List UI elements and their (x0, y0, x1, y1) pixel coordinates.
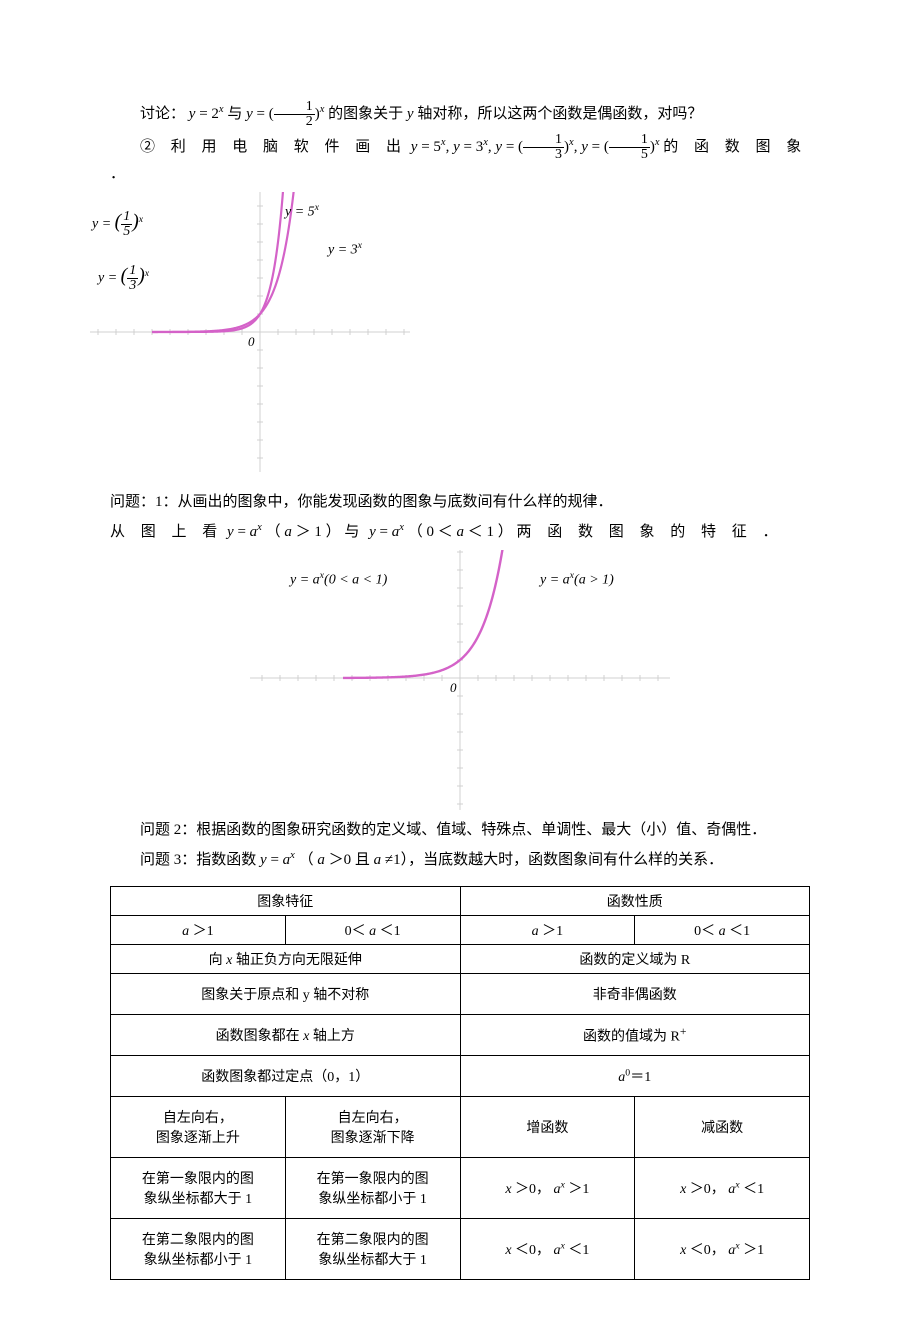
table-cell: 自左向右，图象逐渐上升 (111, 1097, 286, 1158)
chart-multi-exponential: y = 5x y = 3x y = (15)x y = (13)x 0 (90, 192, 430, 482)
text: 与 (344, 524, 365, 540)
table-cell: 函数的定义域为 R (460, 944, 810, 973)
math-expr: y (246, 106, 253, 122)
para-discussion: 讨论： y = 2x 与 y = (12)x 的图象关于 y 轴对称，所以这两个… (110, 100, 810, 129)
table-cell: 在第二象限内的图象纵坐标都小于 1 (111, 1219, 286, 1280)
question-2: 问题 2：根据函数的图象研究函数的定义域、值域、特殊点、单调性、最大（小）值、奇… (110, 818, 810, 844)
question-1b: 从 图 上 看 y = ax （ a ＞ 1 ） 与 y = ax （ 0 ＜ … (110, 519, 810, 546)
origin-label: 0 (248, 334, 255, 350)
text: ② 利 用 电 脑 软 件 画 出 (140, 139, 407, 155)
table-cell: 减函数 (635, 1097, 810, 1158)
text: 从 图 上 看 (110, 524, 223, 540)
table-cell: 在第二象限内的图象纵坐标都大于 1 (285, 1219, 460, 1280)
table-cell: x ＜0， ax ＜1 (460, 1219, 635, 1280)
text: 问题 3：指数函数 (140, 852, 256, 868)
math-var: y (407, 106, 414, 122)
table-cell: x ＞0， ax ＞1 (460, 1158, 635, 1219)
table-cell: 非奇非偶函数 (460, 973, 810, 1014)
table-cell: a0＝1 (460, 1056, 810, 1097)
table-cell: 图象关于原点和 y 轴不对称 (111, 973, 461, 1014)
page: 讨论： y = 2x 与 y = (12)x 的图象关于 y 轴对称，所以这两个… (0, 0, 920, 1340)
chart-svg (250, 550, 670, 810)
text: ，当底数越大时，函数图象间有什么样的关系． (408, 852, 723, 868)
table-row: 图象关于原点和 y 轴不对称非奇非偶函数 (111, 973, 810, 1014)
table-row: 自左向右，图象逐渐上升自左向右，图象逐渐下降增函数减函数 (111, 1097, 810, 1158)
curve-label-5x: y = 5x (285, 202, 319, 221)
table-row: 在第二象限内的图象纵坐标都小于 1在第二象限内的图象纵坐标都大于 1x ＜0， … (111, 1219, 810, 1280)
table-cell: 函数图象都在 x 轴上方 (111, 1014, 461, 1056)
table-cell: 函数的值域为 R+ (460, 1014, 810, 1056)
table-row: a ＞1 0＜ a ＜1 a ＞1 0＜ a ＜1 (111, 915, 810, 944)
chart-two-exponential: y = ax(0 < a < 1) y = ax(a > 1) 0 (250, 550, 670, 810)
table-cell: 函数图象都过定点（0，1） (111, 1056, 461, 1097)
table-cell: 增函数 (460, 1097, 635, 1158)
table-row: 函数图象都在 x 轴上方函数的值域为 R+ (111, 1014, 810, 1056)
table-row: 图象特征 函数性质 (111, 886, 810, 915)
table-header: 图象特征 (111, 886, 461, 915)
table-cell: x ＞0， ax ＜1 (635, 1158, 810, 1219)
question-3: 问题 3：指数函数 y = ax （ a ＞0 且 a ≠1），当底数越大时，函… (110, 847, 810, 874)
table-cell: x ＜0， ax ＞1 (635, 1219, 810, 1280)
curve-label-1-3x: y = (13)x (98, 264, 149, 293)
curve-label-a-lt1: y = ax(0 < a < 1) (290, 570, 387, 589)
text: 的图象关于 (328, 106, 403, 122)
para-software: ② 利 用 电 脑 软 件 画 出 y = 5x, y = 3x, y = (1… (110, 133, 810, 188)
table-cell: 0＜ a ＜1 (635, 915, 810, 944)
curve-label-1-5x: y = (15)x (92, 210, 143, 239)
text: 与 (227, 106, 242, 122)
table-header: 函数性质 (460, 886, 810, 915)
table-row: 函数图象都过定点（0，1）a0＝1 (111, 1056, 810, 1097)
curve-label-a-gt1: y = ax(a > 1) (540, 570, 614, 589)
curve-label-3x: y = 3x (328, 240, 362, 259)
table-row: 在第一象限内的图象纵坐标都大于 1在第一象限内的图象纵坐标都小于 1x ＞0， … (111, 1158, 810, 1219)
table-cell: 在第一象限内的图象纵坐标都小于 1 (285, 1158, 460, 1219)
question-1: 问题：1：从画出的图象中，你能发现函数的图象与底数间有什么样的规律． (110, 490, 810, 516)
table-cell: 0＜ a ＜1 (285, 915, 460, 944)
table-cell: a ＞1 (111, 915, 286, 944)
origin-label: 0 (450, 680, 457, 696)
table-cell: 在第一象限内的图象纵坐标都大于 1 (111, 1158, 286, 1219)
properties-table: 图象特征 函数性质 a ＞1 0＜ a ＜1 a ＞1 0＜ a ＜1 向 x … (110, 886, 810, 1281)
text: 讨论： (140, 106, 185, 122)
table-row: 向 x 轴正负方向无限延伸函数的定义域为 R (111, 944, 810, 973)
text: 轴对称，所以这两个函数是偶函数，对吗？ (417, 106, 702, 122)
table-cell: 自左向右，图象逐渐下降 (285, 1097, 460, 1158)
table-cell: a ＞1 (460, 915, 635, 944)
text: 两 函 数 图 象 的 特 征 ． (516, 524, 783, 540)
table-cell: 向 x 轴正负方向无限延伸 (111, 944, 461, 973)
